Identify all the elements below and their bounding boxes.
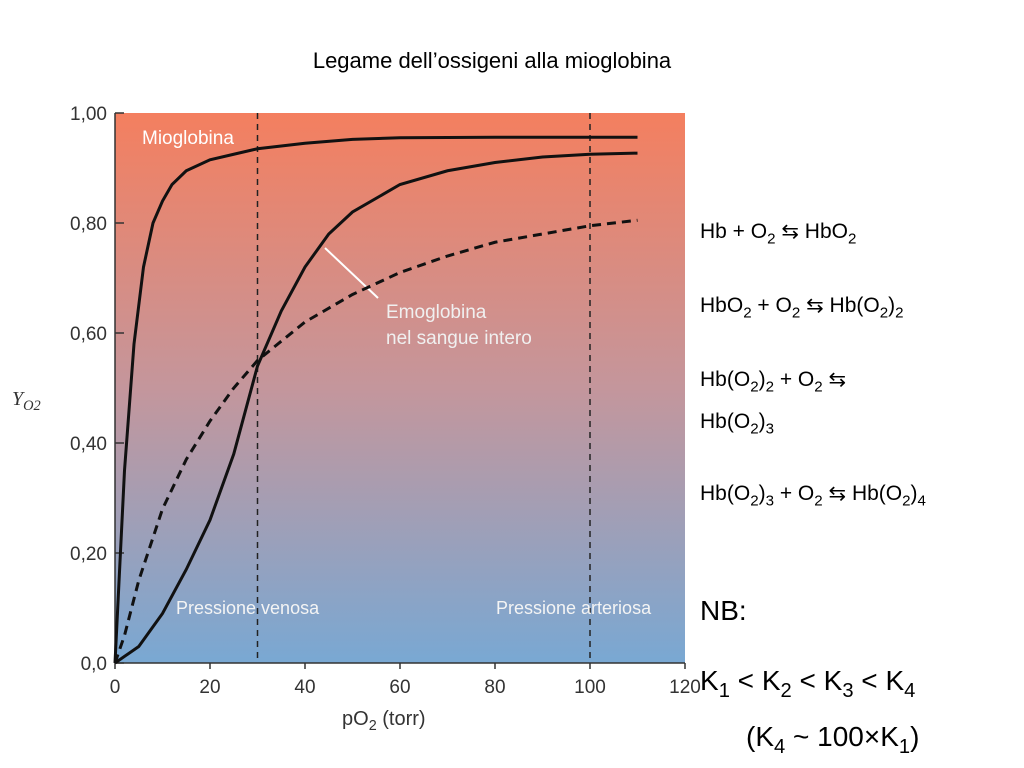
text-part: 4: [774, 736, 785, 758]
text-part: 1: [899, 736, 910, 758]
text-part: 1: [719, 680, 730, 702]
text-part: + O: [774, 368, 814, 391]
text-part: ): [759, 368, 766, 391]
text-part: 2: [814, 492, 822, 509]
text-part: 3: [766, 420, 774, 437]
x-tick-label: 120: [669, 677, 701, 698]
note-line: Hb(O2)3 + O2 ⇆ Hb(O2)4: [700, 482, 926, 509]
text-part: 2: [880, 304, 888, 321]
text-part: Hb(O: [700, 410, 750, 433]
text-part: 2: [767, 230, 775, 247]
chart-title: Legame dell’ossigeni alla mioglobina: [313, 48, 672, 73]
note-line: (K4 ~ 100×K1): [746, 721, 919, 758]
line-series: [113, 135, 638, 664]
text-part: O: [353, 708, 369, 730]
text-part: (torr): [377, 708, 426, 730]
annotation-pointer: [324, 247, 379, 299]
x-tick-label: 60: [389, 677, 410, 698]
y-tick-label: 0,60: [70, 324, 107, 345]
x-tick-label: 40: [294, 677, 315, 698]
y-axis-label: YO2: [12, 388, 41, 414]
y-tick-label: 0,80: [70, 214, 107, 235]
x-tick-label: 20: [199, 677, 220, 698]
text-part: 2: [743, 304, 751, 321]
text-part: ): [759, 482, 766, 505]
text-part: 2: [750, 492, 758, 509]
text-part: ): [759, 410, 766, 433]
text-part: O2: [23, 398, 41, 414]
text-part: 4: [918, 492, 926, 509]
x-tick-label: 80: [484, 677, 505, 698]
text-part: ): [911, 482, 918, 505]
reference-label: Pressione arteriosa: [496, 598, 652, 618]
text-part: ⇆ Hb(O: [800, 294, 879, 317]
text-part: K: [700, 665, 719, 696]
line-series: [114, 151, 638, 665]
x-tick-label: 0: [110, 677, 121, 698]
text-part: p: [342, 708, 353, 730]
note-line: NB:: [700, 595, 747, 626]
text-part: HbO: [700, 294, 743, 317]
text-part: 3: [842, 680, 853, 702]
text-part: 2: [766, 378, 774, 395]
y-tick-label: 0,0: [81, 654, 107, 675]
series-label: Emoglobina: [386, 302, 487, 323]
x-tick-label: 100: [574, 677, 606, 698]
text-part: 4: [904, 680, 915, 702]
text-part: ): [910, 721, 919, 752]
reference-label: Pressione venosa: [176, 598, 320, 618]
text-part: + O: [774, 482, 814, 505]
text-part: ⇆ Hb(O: [823, 482, 902, 505]
note-line: Hb + O2 ⇆ HbO2: [700, 220, 856, 247]
text-part: 2: [895, 304, 903, 321]
text-part: 2: [750, 378, 758, 395]
line-series: [113, 218, 638, 664]
text-part: ⇆: [823, 368, 846, 391]
text-part: 2: [792, 304, 800, 321]
x-axis-label: pO2 (torr): [342, 708, 426, 734]
text-part: 2: [848, 230, 856, 247]
plot-background: [115, 113, 685, 663]
text-part: Hb + O: [700, 220, 767, 243]
text-part: (K: [746, 721, 774, 752]
series-label: nel sangue intero: [386, 328, 532, 349]
text-part: ~ 100×K: [785, 721, 899, 752]
text-part: NB:: [700, 595, 747, 626]
text-part: Y: [12, 388, 25, 410]
text-part: 2: [814, 378, 822, 395]
text-part: 2: [750, 420, 758, 437]
y-tick-label: 1,00: [70, 104, 107, 125]
text-part: 2: [369, 718, 377, 734]
note-line: HbO2 + O2 ⇆ Hb(O2)2: [700, 294, 904, 321]
text-part: < K: [854, 665, 905, 696]
text-part: ): [888, 294, 895, 317]
text-part: 2: [902, 492, 910, 509]
series-label: Mioglobina: [142, 128, 234, 149]
text-part: Hb(O: [700, 482, 750, 505]
y-tick-label: 0,20: [70, 544, 107, 565]
note-line: Hb(O2)2 + O2 ⇆: [700, 368, 846, 395]
note-line: K1 < K2 < K3 < K4: [700, 665, 915, 702]
text-part: 3: [766, 492, 774, 509]
text-part: < K: [730, 665, 781, 696]
text-part: Hb(O: [700, 368, 750, 391]
text-part: < K: [792, 665, 843, 696]
text-part: + O: [752, 294, 792, 317]
note-line: Hb(O2)3: [700, 410, 774, 437]
text-part: ⇆ HbO: [776, 220, 848, 243]
y-tick-label: 0,40: [70, 434, 107, 455]
text-part: 2: [781, 680, 792, 702]
